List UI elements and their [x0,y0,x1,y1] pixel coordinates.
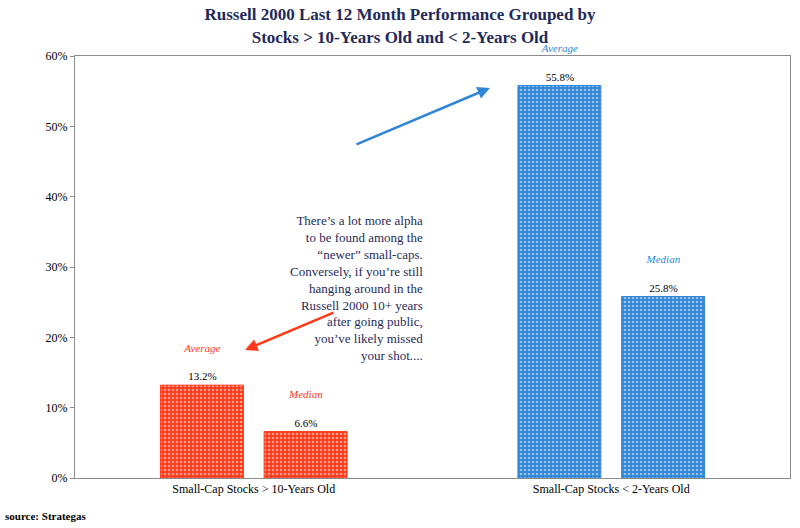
svg-text:Average 13.2%: Average 13.2% [183,342,220,383]
svg-text:30%: 30% [46,260,68,274]
svg-text:Small-Cap Stocks < 2-Years Old: Small-Cap Stocks < 2-Years Old [533,482,690,496]
svg-text:Median 6.6%: Median 6.6% [288,388,323,429]
svg-text:Average 55.8%: Average 55.8% [541,42,578,83]
svg-text:10%: 10% [46,401,68,415]
svg-text:40%: 40% [46,190,68,204]
svg-text:0%: 0% [52,471,68,485]
svg-text:source: Strategas: source: Strategas [5,510,86,522]
svg-text:60%: 60% [46,49,68,63]
svg-text:Median 25.8%: Median 25.8% [646,253,681,294]
svg-text:20%: 20% [46,331,68,345]
svg-text:50%: 50% [46,120,68,134]
svg-text:Russell 2000 Last 12 Month Per: Russell 2000 Last 12 Month Performance G… [204,5,596,46]
svg-text:Small-Cap Stocks > 10-Years Ol: Small-Cap Stocks > 10-Years Old [172,482,335,496]
svg-text:There’s a lot more alphato be: There’s a lot more alphato be found amon… [290,213,423,363]
